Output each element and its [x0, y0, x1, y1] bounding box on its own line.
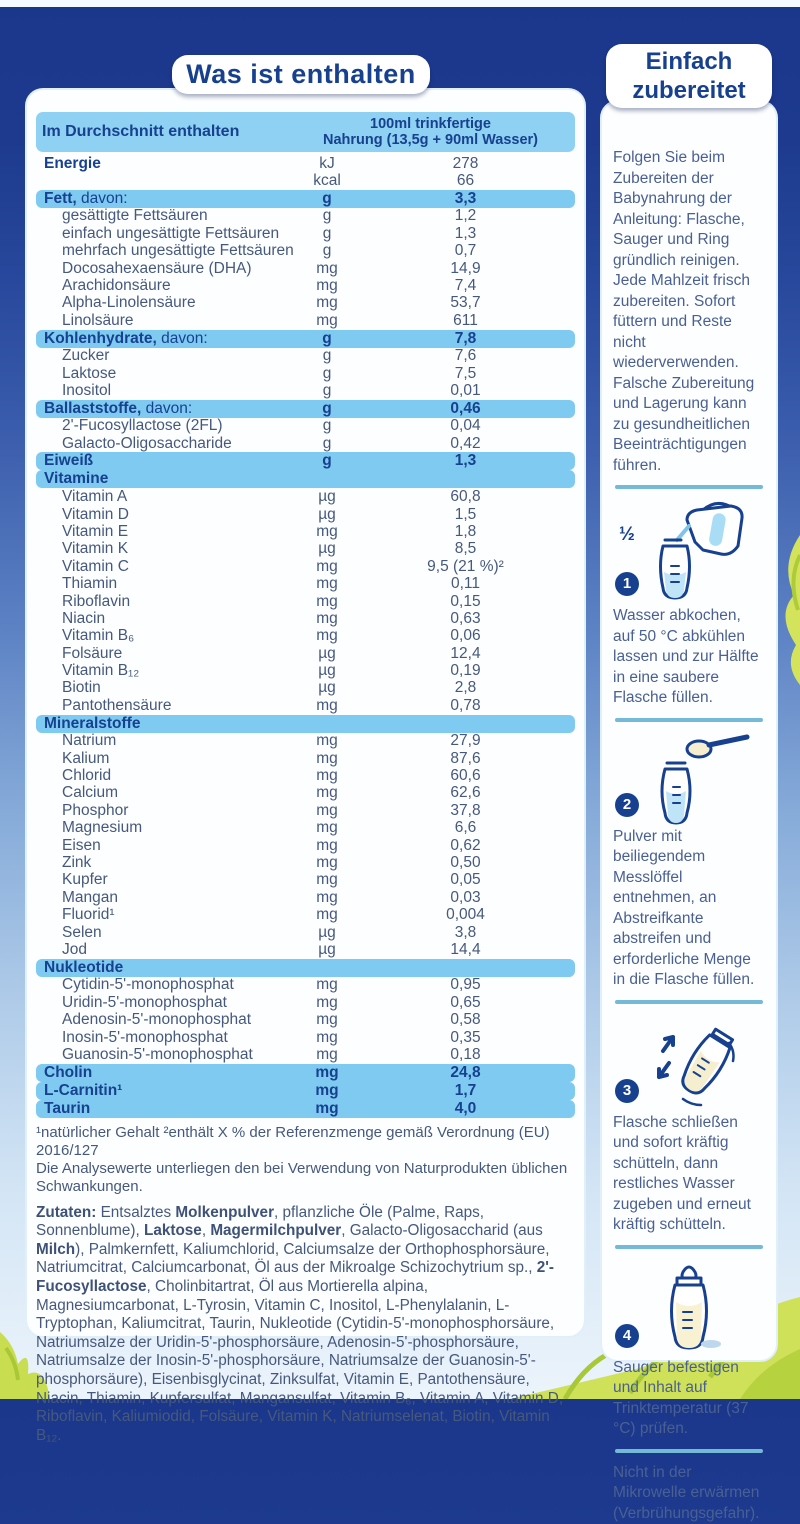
table-section-row: Vitamine	[36, 470, 575, 488]
half-fraction-label: ½	[619, 524, 635, 546]
footnote-line-2: Die Analysewerte unterliegen den bei Ver…	[36, 1160, 575, 1196]
shake-bottle-icon	[625, 1015, 753, 1111]
divider	[615, 1000, 763, 1004]
step-3-text: Flasche schließen und sofort kräftig sch…	[613, 1113, 765, 1236]
step-3: 3 Flasche schließen und sofort kräftig s…	[613, 1013, 765, 1236]
divider	[615, 1245, 763, 1249]
step-3-number-badge: 3	[615, 1079, 639, 1103]
step-2-text: Pulver mit beiliegendem Messlöffel entne…	[613, 827, 765, 991]
left-title-bubble: Was ist enthalten	[172, 55, 430, 94]
footnote-line-1: ¹natürlicher Gehalt ²enthält X % der Ref…	[36, 1124, 575, 1160]
left-title: Was ist enthalten	[186, 59, 416, 89]
preparation-intro: Folgen Sie beim Zubereiten der Babynahru…	[613, 148, 765, 476]
table-header-serving-label: 100ml trinkfertige Nahrung (13,5g + 90ml…	[292, 116, 569, 148]
step-2: 2 Pulver mit beiliegendem Messlöffel ent…	[613, 731, 765, 991]
table-section-row: Nukleotide	[36, 959, 575, 977]
step-1-number-badge: 1	[615, 572, 639, 596]
step-1: ½ 1 Wasser abkochen, auf 50 °C abkühlen …	[613, 498, 765, 709]
step-4: 4 Sauger befestigen und Inhalt auf Trink…	[613, 1258, 765, 1440]
kettle-pour-icon	[625, 500, 753, 604]
right-title-line1: Einfach	[606, 47, 772, 76]
scoop-bottle-icon	[625, 733, 753, 825]
table-section-row: Mineralstoffe	[36, 715, 575, 733]
divider	[615, 1449, 763, 1453]
top-edge-strip	[0, 0, 800, 7]
step-1-text: Wasser abkochen, auf 50 °C abkühlen lass…	[613, 606, 765, 709]
preparation-panel: Folgen Sie beim Zubereiten der Babynahru…	[600, 100, 778, 1362]
step-4-number-badge: 4	[615, 1324, 639, 1348]
microwave-warning: Nicht in der Mikrowelle erwärmen (Verbrü…	[613, 1463, 765, 1524]
table-header-average-label: Im Durchschnitt enthalten	[42, 123, 292, 141]
divider	[615, 718, 763, 722]
table-header: Im Durchschnitt enthalten 100ml trinkfer…	[36, 112, 575, 152]
nutrition-panel: Im Durchschnitt enthalten 100ml trinkfer…	[25, 88, 586, 1338]
right-title-line2: zubereitet	[606, 76, 772, 105]
ingredients-paragraph: Zutaten: Entsalztes Molkenpulver, pflanz…	[36, 1204, 575, 1446]
step-2-number-badge: 2	[615, 793, 639, 817]
divider	[615, 485, 763, 489]
right-title-bubble: Einfach zubereitet	[606, 44, 772, 108]
footnotes: ¹natürlicher Gehalt ²enthält X % der Ref…	[36, 1124, 575, 1196]
teat-bottle-icon	[625, 1260, 753, 1356]
